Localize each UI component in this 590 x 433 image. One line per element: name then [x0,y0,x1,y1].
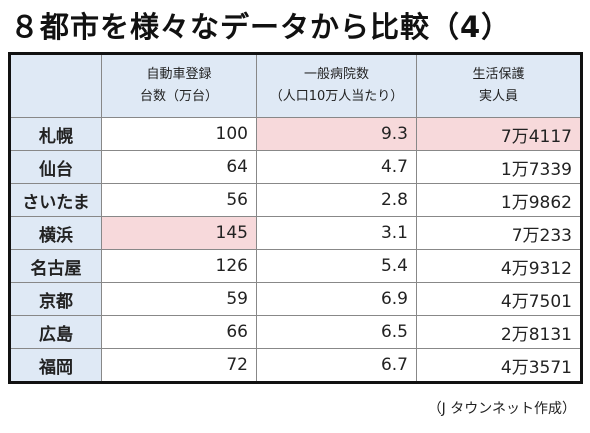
cell: 4万3571 [416,348,582,383]
cell: 6.7 [256,348,417,383]
column-header [9,53,102,118]
row-label: 名古屋 [9,249,102,283]
header-row: 自動車登録 台数（万台） 一般病院数 （人口10万人当たり） 生活保護 実人員 [9,53,582,118]
cell: 66 [101,315,257,349]
row-label: 福岡 [9,348,102,383]
cell: 59 [101,282,257,316]
cell: 1万7339 [416,150,582,184]
cell: 6.9 [256,282,417,316]
cell: 56 [101,183,257,217]
cell: 2.8 [256,183,417,217]
table-row: 仙台 64 4.7 1万7339 [9,150,582,184]
row-label: さいたま [9,183,102,217]
row-label: 札幌 [9,117,102,151]
cell: 126 [101,249,257,283]
row-label: 京都 [9,282,102,316]
cell: 4万9312 [416,249,582,283]
table-row: 名古屋 126 5.4 4万9312 [9,249,582,283]
column-header: 生活保護 実人員 [416,53,582,118]
table-row: 広島 66 6.5 2万8131 [9,315,582,349]
row-label: 広島 [9,315,102,349]
table-row: 札幌 100 9.3 7万4117 [9,117,582,151]
column-header: 自動車登録 台数（万台） [101,53,257,118]
cell: 100 [101,117,257,151]
cell: 7万4117 [416,117,582,151]
column-header: 一般病院数 （人口10万人当たり） [256,53,417,118]
cell: 4.7 [256,150,417,184]
cell: 9.3 [256,117,417,151]
cell: 1万9862 [416,183,582,217]
cell: 145 [101,216,257,250]
table-row: さいたま 56 2.8 1万9862 [9,183,582,217]
row-label: 横浜 [9,216,102,250]
source-note: （J タウンネット作成） [427,401,576,417]
row-label: 仙台 [9,150,102,184]
cell: 64 [101,150,257,184]
table-row: 福岡 72 6.7 4万3571 [9,348,582,383]
cell: 6.5 [256,315,417,349]
cell: 7万233 [416,216,582,250]
cell: 5.4 [256,249,417,283]
table-row: 横浜 145 3.1 7万233 [9,216,582,250]
cell: 72 [101,348,257,383]
cell: 3.1 [256,216,417,250]
cell: 2万8131 [416,315,582,349]
title: ８都市を様々なデータから比較（4） [10,10,512,44]
cell: 4万7501 [416,282,582,316]
table-row: 京都 59 6.9 4万7501 [9,282,582,316]
data-table: 自動車登録 台数（万台） 一般病院数 （人口10万人当たり） 生活保護 実人員 札幌 1… [8,52,583,384]
